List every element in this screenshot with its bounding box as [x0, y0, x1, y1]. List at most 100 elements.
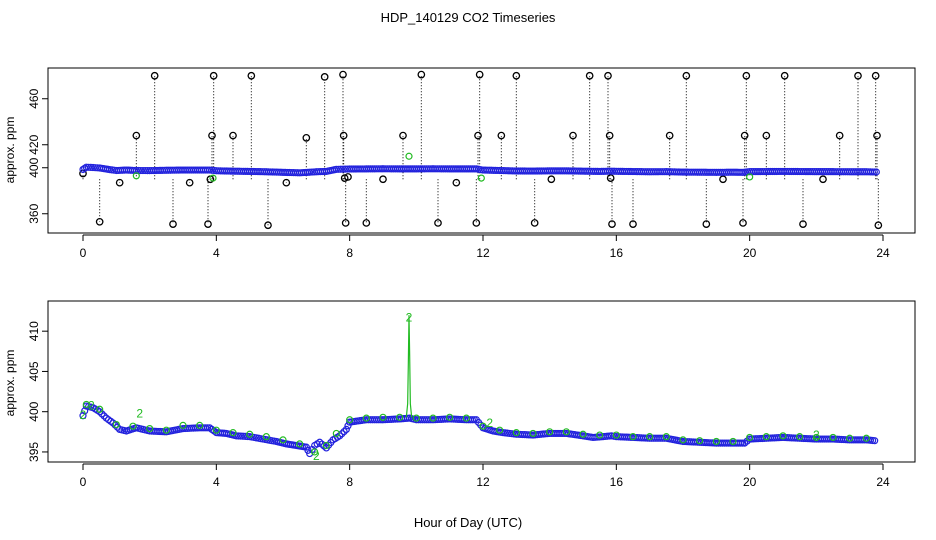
series-point	[239, 432, 247, 440]
green-point	[446, 413, 454, 421]
green-point	[712, 437, 720, 446]
series-point	[202, 424, 210, 432]
top-panel-x-axis: 0 4 8 12 16 20 24	[80, 234, 890, 260]
series-point	[100, 412, 108, 420]
raw-point	[379, 175, 387, 184]
y-tick-label: 420	[27, 134, 41, 154]
x-tick-label: 20	[743, 246, 757, 260]
green-point	[662, 433, 670, 441]
raw-point	[873, 131, 881, 140]
green-spike	[405, 315, 413, 418]
raw-point	[854, 71, 862, 80]
green-point	[462, 414, 470, 422]
raw-point	[434, 219, 442, 227]
series-point	[132, 166, 140, 175]
green-point	[862, 434, 870, 442]
green-point	[129, 422, 137, 430]
x-tick-label: 16	[610, 246, 624, 260]
raw-point	[339, 131, 348, 140]
green-point	[646, 433, 654, 441]
y-tick-label: 405	[27, 361, 41, 381]
green-point	[729, 437, 737, 446]
green-point	[396, 413, 404, 421]
x-tick-label: 0	[80, 475, 87, 489]
raw-point	[719, 175, 727, 184]
x-tick-label: 0	[80, 246, 87, 260]
raw-point	[452, 178, 461, 187]
green-point	[262, 433, 270, 441]
series-point	[137, 166, 145, 175]
raw-point	[320, 73, 329, 81]
x-tick-label: 12	[476, 475, 490, 489]
series-point	[318, 440, 326, 448]
green-point	[429, 414, 437, 422]
x-tick-label: 16	[610, 475, 624, 489]
green-point	[679, 436, 687, 444]
green-point	[162, 426, 170, 434]
raw-point	[132, 131, 141, 140]
raw-point	[819, 175, 827, 184]
green-point	[146, 425, 154, 433]
raw-point	[185, 178, 194, 187]
raw-point	[475, 70, 484, 79]
green-point	[746, 433, 754, 442]
x-tick-label: 24	[876, 246, 890, 260]
green-point	[209, 174, 217, 182]
raw-point	[208, 131, 216, 140]
x-tick-label: 20	[743, 475, 757, 489]
x-tick-label: 4	[213, 475, 220, 489]
raw-point	[399, 131, 407, 140]
series-point	[81, 407, 89, 415]
green-point	[279, 436, 287, 444]
series-point	[340, 427, 348, 436]
green-point	[562, 428, 570, 436]
raw-point	[362, 219, 371, 227]
series-point	[89, 163, 97, 172]
series-point	[872, 168, 880, 176]
y-tick-label: 395	[27, 442, 41, 462]
green-point	[179, 421, 187, 429]
green-point	[846, 434, 854, 442]
raw-point	[339, 70, 347, 79]
green-point	[612, 431, 620, 439]
top-panel-marks	[79, 70, 883, 230]
green-point	[629, 433, 637, 441]
green-point	[405, 152, 413, 160]
green-point	[196, 421, 204, 429]
raw-point	[740, 131, 749, 140]
raw-point	[871, 71, 880, 80]
green-point	[546, 428, 554, 436]
series-point	[332, 165, 340, 173]
green-point	[829, 433, 837, 442]
y-tick-label: 460	[27, 88, 41, 108]
series-point	[84, 163, 93, 171]
green-point	[246, 430, 254, 438]
x-tick-label: 24	[876, 475, 890, 489]
green-point	[379, 413, 387, 421]
raw-point	[569, 131, 577, 140]
raw-point	[282, 178, 291, 187]
series-point	[96, 408, 104, 416]
green-point	[596, 431, 604, 439]
raw-point	[474, 131, 482, 140]
green-point	[82, 400, 90, 409]
y-tick-label: 360	[27, 203, 41, 223]
series-point	[87, 163, 95, 172]
green-point	[132, 172, 140, 180]
green-point	[346, 416, 354, 424]
series-point	[82, 163, 90, 171]
raw-point	[874, 221, 883, 230]
raw-point	[497, 131, 506, 140]
raw-point	[799, 220, 807, 228]
series-point	[237, 432, 245, 440]
green-point	[112, 420, 120, 429]
series-point	[243, 432, 252, 441]
green-point	[412, 414, 420, 422]
green-point	[812, 433, 820, 442]
top-panel-y-axis: 360 400 420 460	[27, 88, 49, 224]
raw-point	[417, 70, 426, 79]
figure-title: HDP_140129 CO2 Timeseries	[381, 10, 556, 25]
top-panel-ylabel: approx. ppm	[3, 117, 17, 184]
y-tick-label: 400	[27, 157, 41, 177]
